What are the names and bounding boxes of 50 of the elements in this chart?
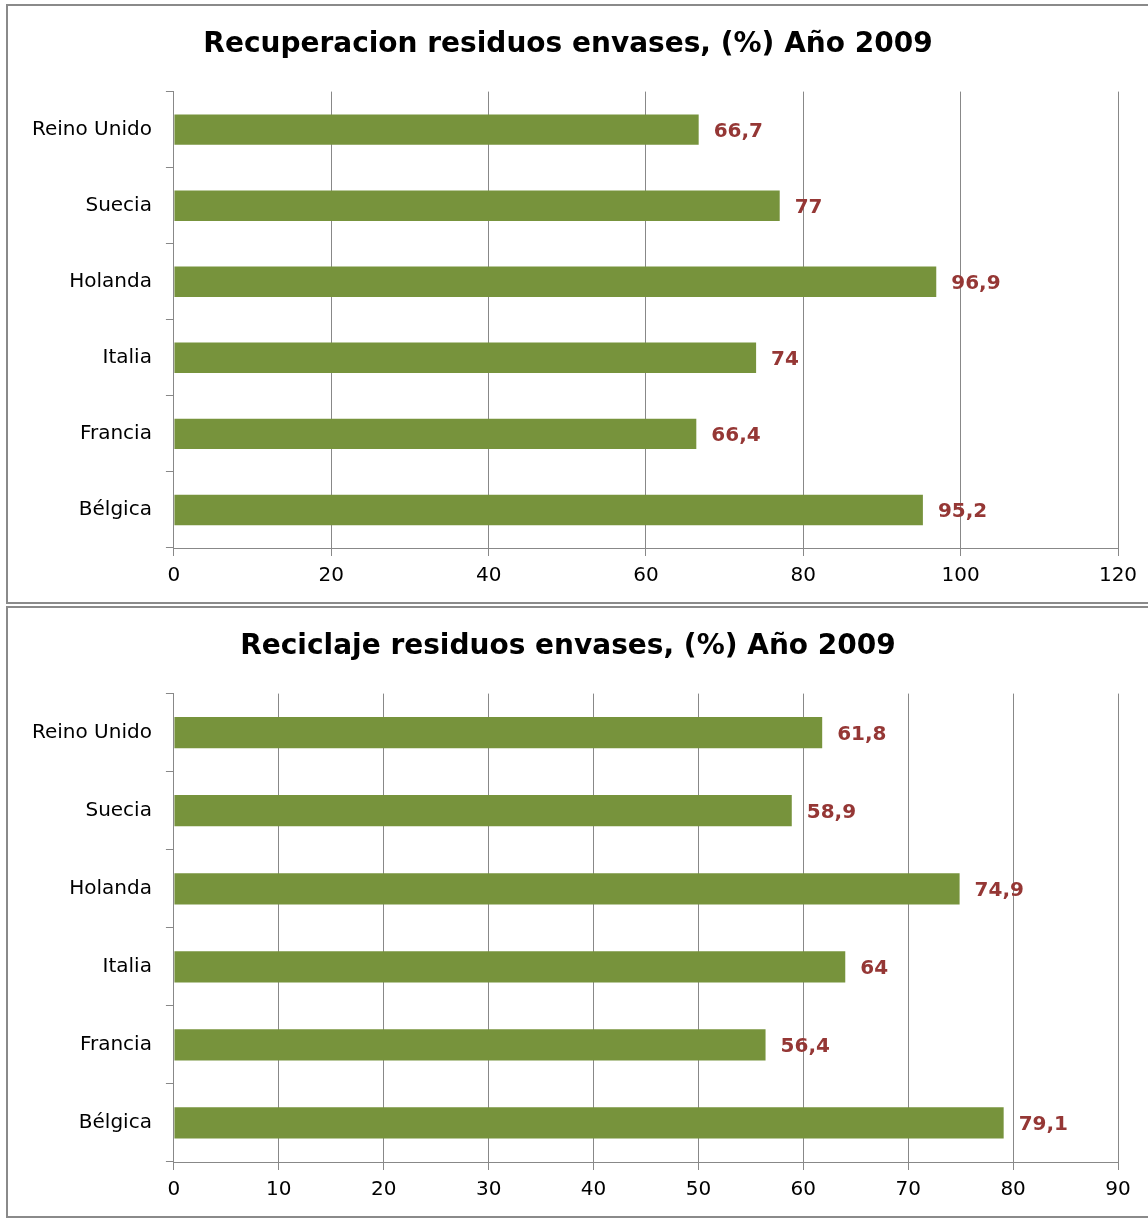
y-tick-label: Holanda [69, 267, 152, 292]
x-tick-label: 0 [167, 1176, 181, 1201]
bar [174, 494, 923, 526]
bar [174, 342, 757, 374]
bar [174, 1029, 766, 1061]
y-tick-label: Francia [79, 1031, 152, 1056]
x-tick-label: 60 [633, 562, 659, 587]
y-tick-label: Suecia [85, 191, 152, 216]
y-tick-label: Holanda [69, 874, 152, 899]
x-tick-label: 120 [1098, 562, 1138, 587]
x-tick-label: 60 [790, 1176, 817, 1201]
y-tick-label: Italia [102, 953, 152, 978]
x-tick-label: 0 [167, 562, 181, 587]
y-tick-label: Reino Unido [31, 115, 152, 140]
data-label: 61,8 [837, 720, 887, 745]
x-tick-label: 40 [475, 562, 502, 587]
x-tick-label: 50 [685, 1176, 712, 1201]
data-label: 66,4 [711, 422, 761, 447]
bar [174, 1107, 1004, 1139]
x-tick-label: 70 [895, 1176, 921, 1201]
x-tick-label: 40 [580, 1176, 607, 1201]
x-tick-label: 80 [790, 562, 817, 587]
x-tick-label: 100 [941, 562, 980, 587]
data-label: 58,9 [806, 798, 857, 823]
bar [174, 114, 699, 145]
data-label: 79,1 [1018, 1111, 1069, 1136]
bar [174, 266, 937, 297]
data-label: 64 [860, 955, 889, 980]
x-tick-label: 10 [266, 1176, 292, 1201]
x-tick-label: 30 [475, 1176, 502, 1201]
bar [174, 795, 792, 827]
bar [174, 873, 960, 905]
data-label: 66,7 [713, 117, 764, 142]
y-tick-label: Bélgica [78, 1109, 152, 1134]
chart-title: Reciclaje residuos envases, (%) Año 2009 [240, 628, 896, 662]
y-tick-label: Reino Unido [31, 718, 152, 743]
x-tick-label: 90 [1105, 1176, 1131, 1201]
y-tick-label: Italia [102, 344, 152, 369]
y-tick-label: Suecia [85, 796, 152, 821]
x-tick-label: 80 [1000, 1176, 1026, 1201]
y-tick-label: Francia [79, 420, 152, 445]
y-tick-label: Bélgica [78, 496, 152, 521]
bar [174, 717, 823, 749]
x-tick-label: 20 [371, 1176, 397, 1201]
chart-title: Recuperacion residuos envases, (%) Año 2009 [203, 26, 933, 60]
x-tick-label: 20 [318, 562, 344, 587]
data-label: 74 [771, 346, 799, 371]
bar [174, 418, 697, 450]
bar [174, 190, 780, 221]
bar [174, 951, 846, 983]
